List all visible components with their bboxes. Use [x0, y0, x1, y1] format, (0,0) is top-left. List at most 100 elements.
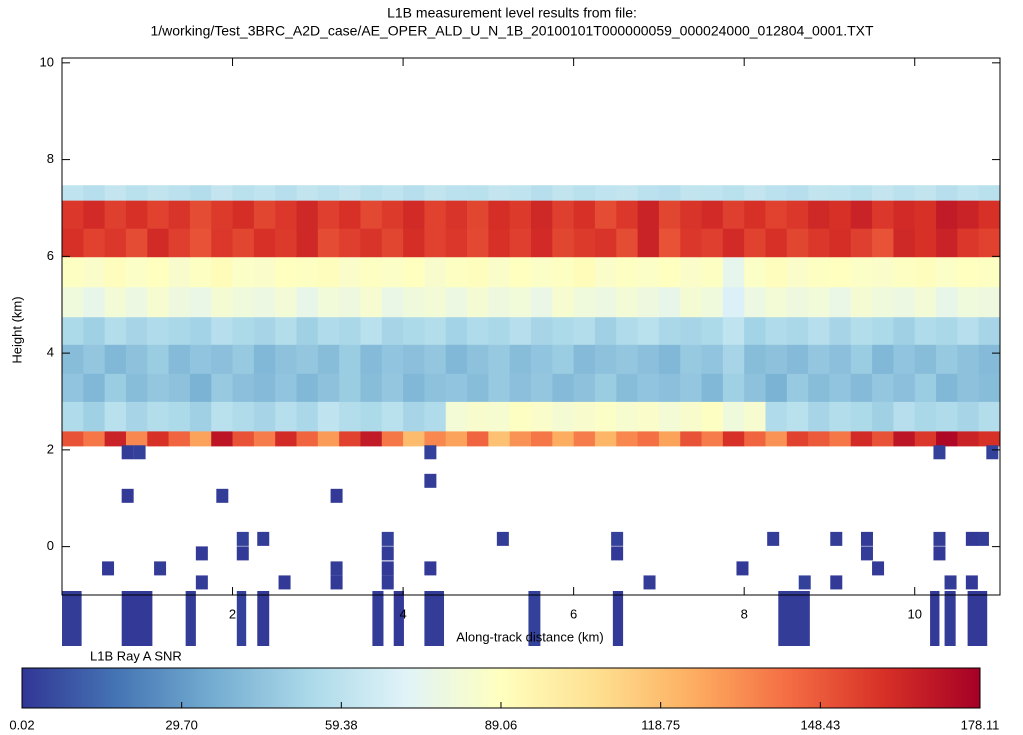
- heatmap-cell: [211, 228, 233, 258]
- heatmap-cell: [403, 256, 425, 288]
- heatmap-cell: [275, 401, 297, 432]
- heatmap-cell: [594, 401, 617, 432]
- heatmap-cell: [381, 256, 404, 288]
- heatmap-cell: [339, 185, 361, 201]
- heatmap-cell: [211, 256, 233, 288]
- heatmap-cell: [978, 185, 1001, 201]
- heatmap-cell: [189, 430, 212, 447]
- heatmap-cell: [168, 256, 191, 288]
- heatmap-cell: [701, 430, 724, 447]
- heatmap-cell: [168, 373, 191, 402]
- heatmap-cell: [403, 286, 425, 318]
- heatmap-cell: [765, 200, 788, 229]
- heatmap-cell: [104, 373, 127, 402]
- heatmap-cell: [594, 316, 617, 345]
- heatmap-cell: [786, 185, 809, 201]
- heatmap-cell: [275, 200, 297, 229]
- heatmap-cell: [62, 316, 84, 345]
- heatmap-cell: [829, 228, 852, 258]
- heatmap-cell: [552, 401, 575, 432]
- heatmap-cell: [125, 256, 148, 288]
- colorbar-tick-label: 178.11: [961, 717, 1000, 732]
- heatmap-cell: [701, 286, 724, 318]
- heatmap-cell: [253, 344, 276, 374]
- heatmap-cell: [914, 373, 937, 402]
- heatmap-cell: [232, 256, 255, 288]
- sparse-cell: [830, 531, 843, 546]
- heatmap-cell: [637, 373, 660, 402]
- below-cell: [121, 591, 153, 646]
- heatmap-cell: [317, 200, 340, 229]
- colorbar-label: L1B Ray A SNR: [90, 648, 182, 663]
- heatmap-cell: [360, 200, 383, 229]
- heatmap-cell: [829, 430, 852, 447]
- below-cell: [393, 591, 404, 646]
- sparse-cell: [986, 445, 999, 460]
- heatmap-cell: [445, 185, 468, 201]
- heatmap-cell: [616, 430, 638, 447]
- sparse-cell: [860, 546, 873, 561]
- sparse-cell: [933, 531, 946, 546]
- heatmap-cell: [680, 185, 702, 201]
- heatmap-cell: [403, 200, 425, 229]
- heatmap-cell: [722, 316, 745, 345]
- heatmap-cell: [701, 344, 724, 374]
- heatmap-cell: [381, 185, 404, 201]
- heatmap-cell: [850, 200, 873, 229]
- heatmap-cell: [339, 286, 361, 318]
- heatmap-cell: [147, 373, 169, 402]
- heatmap-cell: [509, 256, 532, 288]
- sparse-cell: [133, 445, 146, 460]
- heatmap-cell: [722, 430, 745, 447]
- heatmap-cell: [914, 256, 937, 288]
- sparse-cell: [121, 488, 134, 503]
- heatmap-cell: [147, 228, 169, 258]
- heatmap-cell: [616, 344, 638, 374]
- heatmap-cell: [573, 316, 596, 345]
- colorbar-tick-label: 89.06: [485, 717, 518, 732]
- heatmap-cell: [893, 401, 916, 432]
- heatmap-cell: [765, 344, 788, 374]
- heatmap-cell: [872, 401, 894, 432]
- heatmap-cell: [125, 373, 148, 402]
- heatmap-cell: [872, 200, 894, 229]
- heatmap-cell: [808, 316, 830, 345]
- heatmap-cell: [765, 256, 788, 288]
- heatmap-cell: [829, 185, 852, 201]
- heatmap-cell: [403, 401, 425, 432]
- x-tick-label: 2: [229, 606, 236, 621]
- heatmap-cell: [125, 344, 148, 374]
- heatmap-cell: [914, 401, 937, 432]
- heatmap-cell: [744, 185, 766, 201]
- heatmap-cell: [296, 256, 319, 288]
- heatmap-cell: [381, 316, 404, 345]
- heatmap-cell: [808, 401, 830, 432]
- heatmap-cell: [573, 200, 596, 229]
- heatmap-cell: [893, 228, 916, 258]
- sparse-cell: [798, 575, 811, 590]
- heatmap-cell: [552, 200, 575, 229]
- sparse-cell: [381, 561, 394, 576]
- heatmap-cell: [275, 256, 297, 288]
- chart-subtitle: 1/working/Test_3BRC_A2D_case/AE_OPER_ALD…: [150, 23, 874, 39]
- sparse-cell: [767, 531, 780, 546]
- heatmap-cell: [424, 316, 447, 345]
- sparse-cell: [102, 561, 115, 576]
- heatmap-cell: [317, 228, 340, 258]
- heatmap-cell: [317, 430, 340, 447]
- heatmap-cell: [253, 430, 276, 447]
- heatmap-cell: [424, 401, 447, 432]
- heatmap-cell: [978, 256, 1001, 288]
- heatmap-cell: [509, 430, 532, 447]
- heatmap-cell: [786, 373, 809, 402]
- heatmap-cell: [275, 185, 297, 201]
- heatmap-cell: [381, 401, 404, 432]
- heatmap-cell: [104, 401, 127, 432]
- heatmap-cell: [701, 228, 724, 258]
- heatmap-cell: [211, 430, 233, 447]
- heatmap-cell: [829, 286, 852, 318]
- heatmap-cell: [573, 344, 596, 374]
- sparse-cell: [424, 473, 437, 488]
- heatmap-cell: [637, 228, 660, 258]
- heatmap-cell: [850, 286, 873, 318]
